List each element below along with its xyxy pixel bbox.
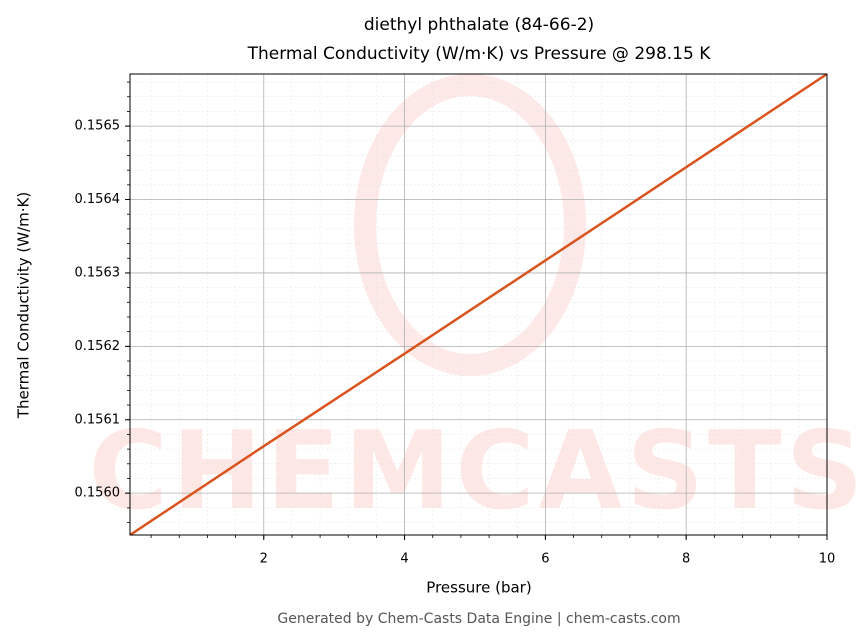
y-axis-label: Thermal Conductivity (W/m·K) bbox=[15, 192, 33, 419]
x-tick-label: 4 bbox=[400, 552, 408, 567]
y-tick-label: 0.1561 bbox=[75, 412, 121, 427]
x-axis-label: Pressure (bar) bbox=[426, 579, 531, 597]
y-tick-label: 0.1565 bbox=[75, 119, 121, 134]
data-line bbox=[130, 74, 827, 535]
y-tick-label: 0.1562 bbox=[75, 339, 121, 354]
y-tick-label: 0.1564 bbox=[75, 192, 121, 207]
x-tick-label: 10 bbox=[819, 552, 836, 567]
x-tick-label: 8 bbox=[682, 552, 690, 567]
watermark-group: CHEMCASTS bbox=[89, 74, 856, 534]
chart-subtitle: Thermal Conductivity (W/m·K) vs Pressure… bbox=[247, 44, 712, 64]
footer: Generated by Chem-Casts Data Engine | ch… bbox=[277, 611, 680, 627]
plot-frame bbox=[129, 73, 828, 536]
x-tick-label: 2 bbox=[260, 552, 268, 567]
watermark-logo bbox=[354, 74, 586, 376]
watermark: CHEMCASTS bbox=[89, 409, 856, 534]
y-tick-label: 0.1563 bbox=[75, 265, 121, 280]
x-tick-label: 6 bbox=[541, 552, 549, 567]
chart-title: diethyl phthalate (84-66-2) bbox=[364, 15, 594, 35]
y-tick-label: 0.1560 bbox=[75, 486, 121, 501]
